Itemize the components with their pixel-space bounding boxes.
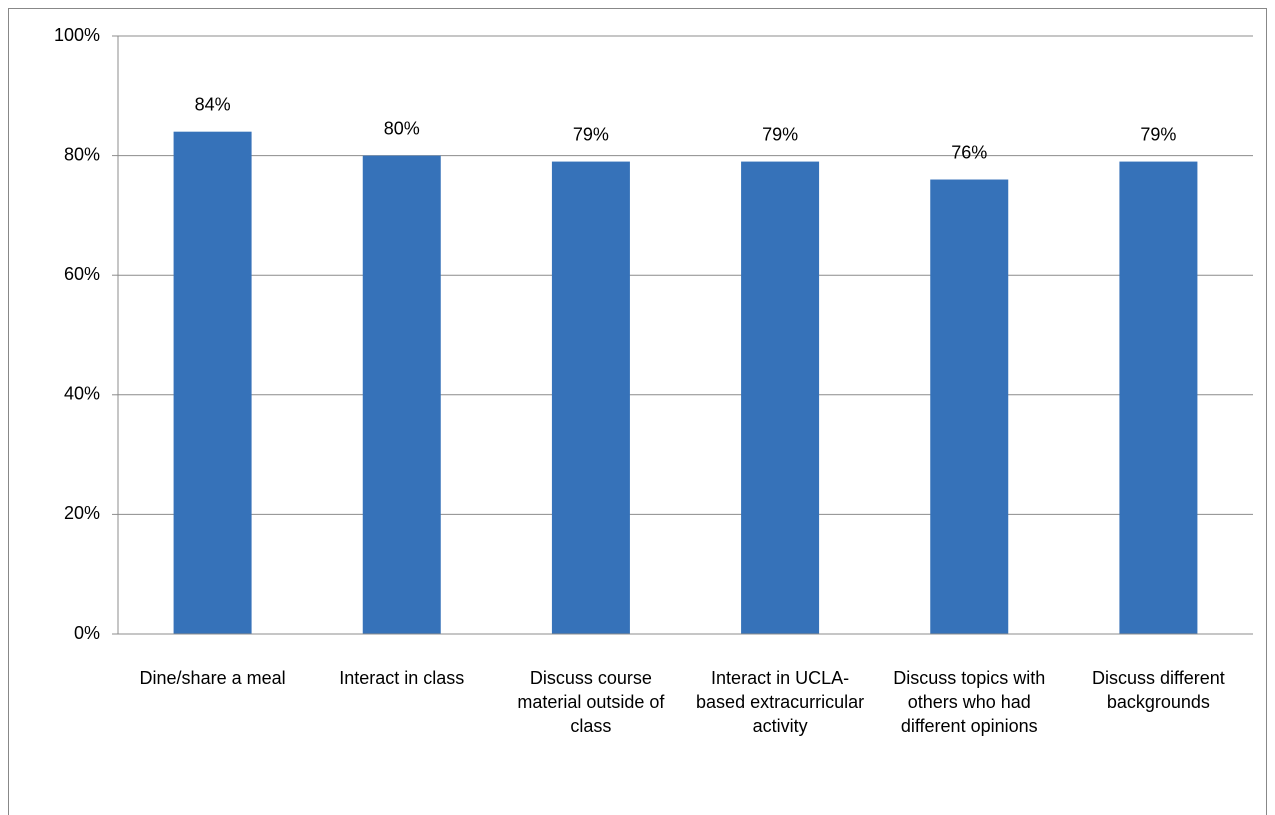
data-label: 79% — [762, 124, 798, 144]
x-tick-label: Interact in class — [339, 668, 465, 688]
data-label: 84% — [195, 94, 231, 114]
y-tick-label: 80% — [64, 144, 100, 164]
bar — [1119, 161, 1198, 634]
data-label: 80% — [384, 118, 420, 138]
x-tick-label: Discuss different backgrounds — [1092, 668, 1225, 712]
bar — [930, 179, 1009, 634]
bar — [551, 161, 630, 634]
chart-border — [8, 8, 1267, 815]
data-label: 79% — [1140, 124, 1176, 144]
x-tick-label: Interact in UCLA-based extracurricular a… — [696, 668, 865, 736]
y-tick-label: 40% — [64, 384, 100, 404]
bar — [741, 161, 820, 634]
x-tick-label: Dine/share a meal — [139, 668, 286, 688]
x-tick-label: Discuss course material outside of class — [517, 668, 665, 736]
y-tick-label: 0% — [74, 623, 100, 643]
y-tick-label: 100% — [54, 25, 100, 45]
y-tick-label: 60% — [64, 264, 100, 284]
data-label: 79% — [573, 124, 609, 144]
data-label: 76% — [951, 142, 987, 162]
bar — [173, 131, 252, 634]
x-tick-label: Discuss topics with others who had diffe… — [893, 668, 1046, 736]
bar — [362, 155, 441, 634]
y-tick-label: 20% — [64, 503, 100, 523]
